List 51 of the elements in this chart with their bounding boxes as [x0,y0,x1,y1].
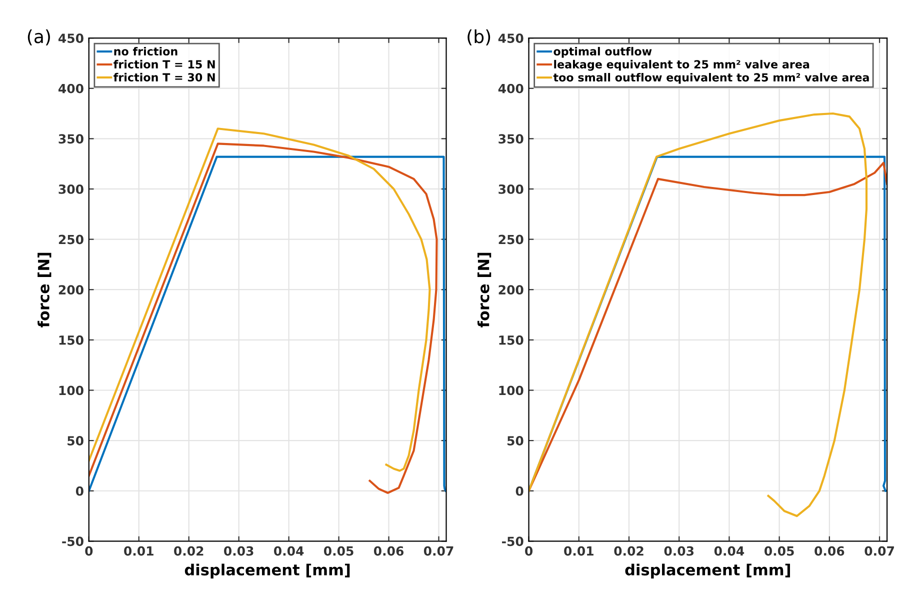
x-axis-title: displacement [mm] [625,564,790,578]
y-tick-label: -50 [502,536,524,546]
x-tick-label: 0.06 [814,546,844,556]
legend-label: friction T = 30 N [114,72,215,82]
x-tick-label: 0.01 [564,546,594,556]
text: (b) [468,29,490,46]
legend-label: too small outflow equivalent to 25 mm² valve area [553,72,869,84]
y-tick-label: 100 [59,386,84,396]
x-tick-label: 0.03 [664,546,694,556]
x-tick-label: 0.05 [324,546,354,556]
x-tick-label: 0.03 [224,546,254,556]
y-tick-label: 450 [498,34,524,43]
y-tick-label: -50 [62,536,84,546]
x-tick-label: 0.04 [274,546,304,556]
y-tick-label: 200 [58,285,84,295]
y-tick-label: 450 [58,34,84,43]
y-tick-label: 350 [58,134,84,144]
x-tick-label: 0.04 [714,546,744,556]
y-tick-label: 50 [68,436,84,446]
y-tick-label: 200 [498,285,524,295]
y-tick-label: 250 [498,234,524,244]
x-tick-label: 0.05 [764,546,794,556]
y-tick-label: 300 [58,184,84,194]
y-axis-title: force [N] [38,252,52,328]
y-tick-label: 50 [507,436,524,446]
y-tick-label: 350 [498,134,524,144]
legend-label: friction T = 15 N [114,60,215,69]
x-tick-label: 0 [525,546,533,556]
y-tick-label: 100 [499,386,524,396]
legend-label: no friction [114,46,178,56]
x-axis-title: displacement [mm] [184,564,350,578]
y-tick-label: 0 [516,486,524,496]
line-series [528,112,868,518]
y-tick-label: 300 [498,184,524,194]
x-tick-label: 0 [85,546,93,556]
x-tick-label: 0.07 [424,546,454,556]
y-tick-label: 0 [76,486,84,496]
x-tick-label: 0.07 [864,546,894,556]
y-tick-label: 250 [58,234,84,244]
legend-label: optimal outflow [554,46,652,58]
x-tick-label: 0.02 [614,546,644,556]
x-tick-label: 0.06 [374,546,404,556]
legend-label: leakage equivalent to 25 mm² valve area [554,60,810,71]
y-tick-label: 400 [58,84,84,94]
y-tick-label: 150 [59,335,84,345]
x-tick-label: 0.01 [124,546,154,556]
y-tick-label: 150 [499,335,524,345]
text: (a) [28,29,50,46]
y-tick-label: 400 [498,84,524,94]
x-tick-label: 0.02 [174,546,204,556]
y-axis-title: force [N] [477,252,492,328]
